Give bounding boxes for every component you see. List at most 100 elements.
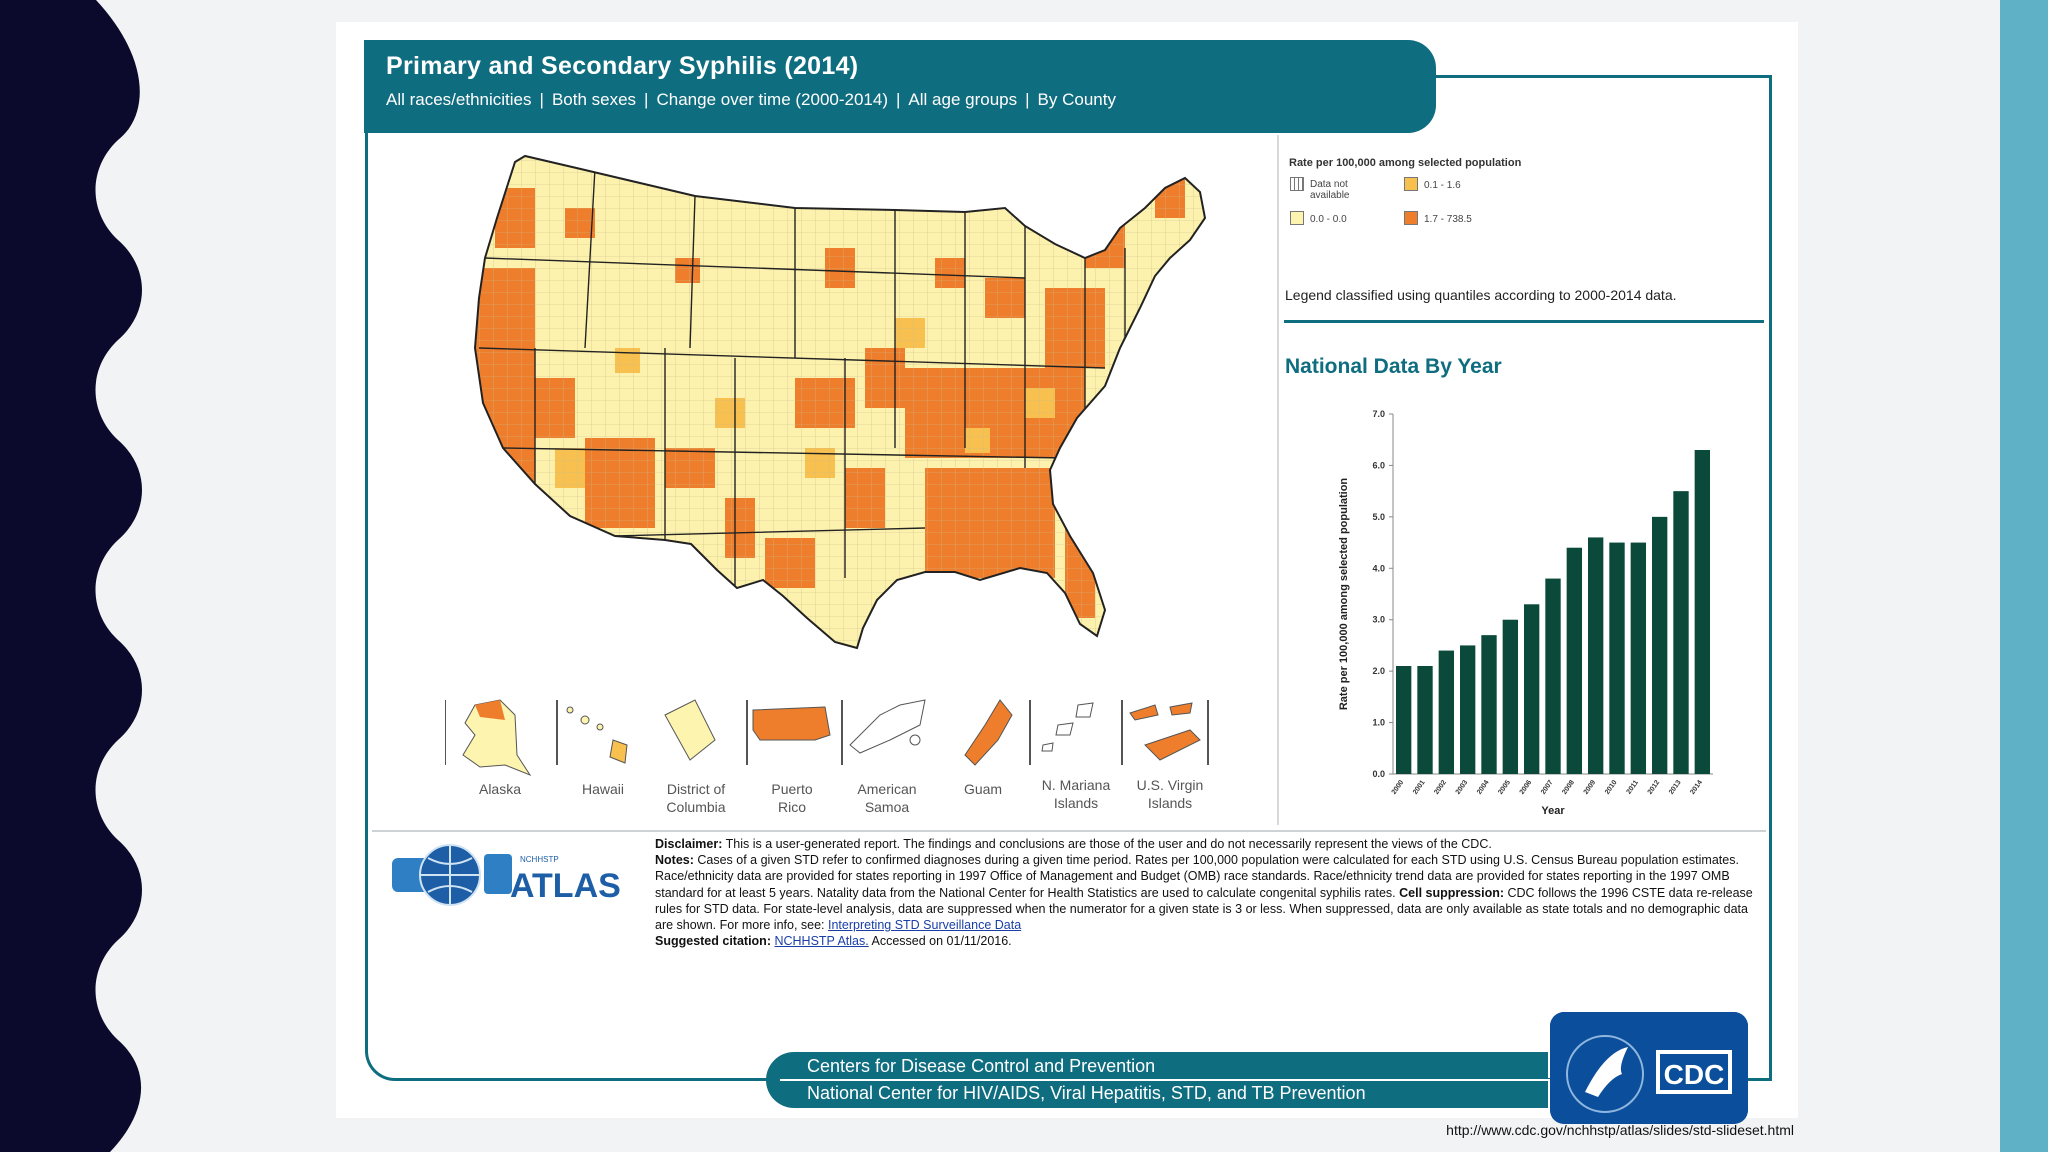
cell-suppression-text: CDC follows the 1996 CSTE data re-releas…: [655, 885, 1753, 933]
right-accent-band: [2000, 0, 2048, 1152]
guam-inset: [964, 699, 1013, 766]
puerto-rico-inset: [746, 700, 831, 765]
chart-x-tick-label: 2003: [1455, 779, 1470, 796]
chart-y-axis-label: Rate per 100,000 among selected populati…: [1338, 478, 1350, 711]
chart-bar-2010: [1609, 542, 1625, 774]
territory-label-hawaii: Hawaii: [581, 781, 624, 797]
national-data-chart: 0.0 1.0 2.0 3.0 4.0 5.0 6.0 7.0 2000 2001 2002 2003…: [1338, 409, 1713, 817]
american-samoa-inset: [841, 699, 926, 765]
legend-label-high: 1.7 - 738.5: [1424, 214, 1472, 225]
notes-label: Notes:: [655, 853, 694, 868]
chart-y-tick-label: 0.0: [1372, 769, 1385, 779]
virgin-islands-inset: [1121, 700, 1209, 765]
chart-x-tick-label: 2010: [1604, 779, 1619, 796]
chart-y-tick-label: 4.0: [1372, 563, 1385, 573]
disclaimer-text: This is a user-generated report. The fin…: [722, 837, 1492, 851]
territory-label-puerto-rico: Puerto Rico: [771, 781, 813, 815]
atlas-logo-big: ATLAS: [510, 867, 621, 905]
footer-divider: [780, 1079, 1550, 1081]
chart-y-tick-label: 6.0: [1372, 460, 1385, 470]
territory-label-american-samoa: American Samoa: [857, 781, 917, 815]
filter-separator: |: [644, 90, 649, 109]
chart-bar-2013: [1673, 491, 1689, 774]
chart-x-tick-label: 2001: [1412, 779, 1427, 796]
territory-label-virgin-islands: U.S. Virgin Islands: [1136, 777, 1204, 811]
chart-x-tick-label: 2008: [1561, 779, 1576, 796]
chart-bar-2002: [1438, 650, 1455, 774]
filter-race: All races/ethnicities: [386, 90, 532, 109]
filter-separator: |: [896, 90, 901, 109]
chart-bar-2005: [1502, 619, 1519, 774]
panel-divider-vertical: [1277, 135, 1279, 825]
legend-swatch-na: [1290, 177, 1304, 191]
n-mariana-inset: [1029, 700, 1094, 765]
filter-geo: By County: [1037, 90, 1116, 109]
source-url: http://www.cdc.gov/nchhstp/atlas/slides/…: [1446, 1122, 1794, 1138]
cdc-logo: CDC: [1550, 1012, 1748, 1124]
dc-inset: [664, 699, 716, 761]
alaska-inset: [445, 699, 532, 777]
chart-y-tick-label: 5.0: [1372, 512, 1385, 522]
chart-bar-2014: [1694, 450, 1711, 774]
chart-x-tick-label: 2004: [1476, 779, 1491, 796]
chart-y-tick-label: 2.0: [1372, 666, 1385, 676]
chart-bar-2007: [1545, 578, 1561, 774]
wavy-left-band: [0, 0, 142, 1152]
atlas-logo-small: NCHHSTP: [520, 855, 559, 864]
chart-x-tick-label: 2007: [1540, 779, 1555, 796]
hawaii-inset: [556, 700, 628, 765]
citation-label: Suggested citation:: [655, 934, 771, 949]
chart-x-tick-label: 2000: [1391, 779, 1406, 796]
nchhstp-atlas-link[interactable]: NCHHSTP Atlas.: [774, 934, 869, 949]
filter-summary: All races/ethnicities | Both sexes | Change …: [386, 90, 1116, 110]
filter-age: All age groups: [908, 90, 1018, 109]
interpreting-std-link[interactable]: Interpreting STD Surveillance Data: [828, 918, 1022, 933]
legend-swatch-low: [1404, 177, 1418, 191]
legend-rule: [1284, 320, 1764, 323]
chart-bar-2001: [1417, 666, 1433, 774]
territory-label-n-mariana: N. Mariana Islands: [1041, 777, 1111, 811]
chart-x-tick-label: 2013: [1668, 779, 1683, 796]
territory-label-guam: Guam: [963, 781, 1003, 797]
chart-x-tick-label: 2005: [1497, 779, 1512, 796]
cell-suppression-label: Cell suppression:: [1395, 885, 1505, 900]
filter-sex: Both sexes: [551, 90, 637, 109]
chart-bar-2006: [1523, 604, 1540, 774]
disclaimer-label: Disclaimer:: [655, 837, 723, 851]
filter-separator: |: [1025, 90, 1030, 109]
chart-bar-2000: [1395, 666, 1412, 774]
panel-divider-horizontal: [372, 830, 1766, 832]
citation-text: Accessed on 01/11/2016.: [868, 934, 1012, 949]
filter-separator: |: [539, 90, 544, 109]
chart-bar-2011: [1630, 542, 1647, 774]
chart-x-axis-label: Year: [1541, 805, 1565, 817]
chart-y-tick-label: 3.0: [1372, 615, 1385, 625]
chart-bar-2009: [1587, 537, 1604, 774]
report-notes: Disclaimer: This is a user-generated rep…: [655, 836, 1760, 949]
chart-x-tick-label: 2009: [1583, 779, 1598, 796]
footer-cdc-name: Centers for Disease Control and Preventi…: [807, 1056, 1156, 1076]
chart-x-tick-label: 2011: [1626, 779, 1641, 796]
chart-y-tick-label: 7.0: [1372, 409, 1385, 419]
legend-title: Rate per 100,000 among selected populati…: [1289, 157, 1522, 169]
chart-bar-2003: [1459, 645, 1476, 774]
legend-label-zero: 0.0 - 0.0: [1310, 214, 1347, 225]
report-title: Primary and Secondary Syphilis (2014): [386, 52, 859, 80]
chart-bar-2008: [1566, 547, 1583, 774]
footer-center-name: National Center for HIV/AIDS, Viral Hepa…: [807, 1083, 1366, 1103]
chart-y-tick-label: 1.0: [1372, 718, 1385, 728]
chart-x-tick-label: 2012: [1647, 779, 1662, 796]
us-county-map: [474, 155, 1206, 649]
chart-bars: [1395, 450, 1711, 774]
notes-text: Cases of a given STD refer to confirmed …: [655, 853, 1739, 900]
territory-label-dc: District of Columbia: [666, 781, 726, 815]
territory-label-alaska: Alaska: [478, 781, 522, 797]
legend-label-na: Data not available: [1310, 179, 1350, 201]
legend-swatch-high: [1404, 211, 1418, 225]
chart-x-tick-label: 2002: [1433, 779, 1448, 796]
chart-x-tick-label: 2006: [1519, 779, 1534, 796]
legend-label-low: 0.1 - 1.6: [1424, 180, 1461, 191]
national-data-title: National Data By Year: [1285, 355, 1502, 378]
chart-bar-2004: [1481, 635, 1497, 774]
chart-bar-2012: [1651, 516, 1668, 774]
